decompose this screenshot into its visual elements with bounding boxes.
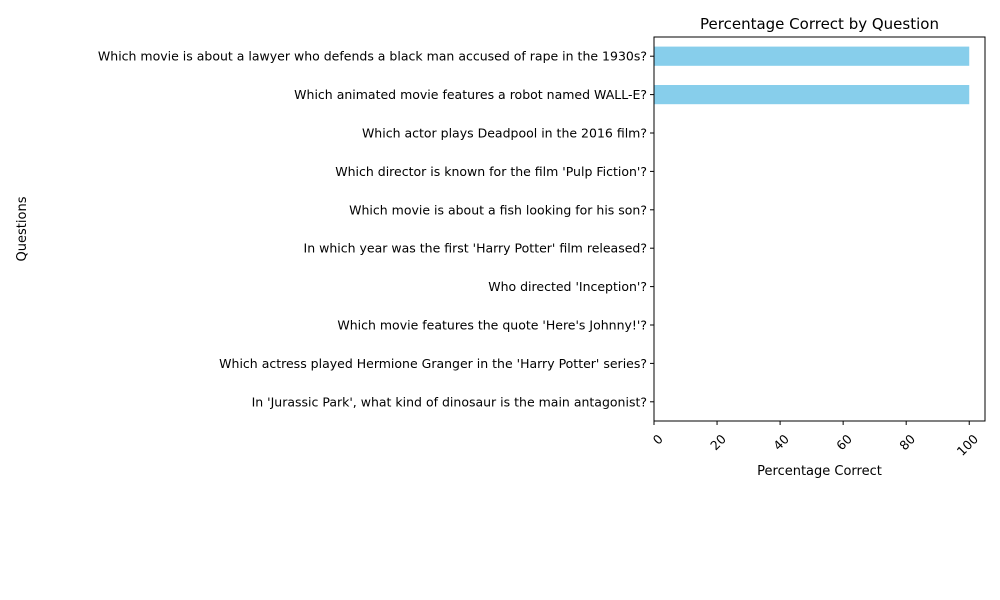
category-label: Which director is known for the film 'Pu… xyxy=(335,164,647,179)
category-label: Which actress played Hermione Granger in… xyxy=(219,356,647,371)
chart-title: Percentage Correct by Question xyxy=(700,15,939,33)
plot-frame xyxy=(653,36,986,422)
y-axis-ticks: Which movie is about a lawyer who defend… xyxy=(98,49,654,409)
x-tick-label: 80 xyxy=(896,431,918,453)
y-axis-label: Questions xyxy=(15,196,30,261)
x-tick-label: 20 xyxy=(707,431,729,453)
category-label: Which actor plays Deadpool in the 2016 f… xyxy=(362,126,647,141)
category-label: Who directed 'Inception'? xyxy=(488,279,647,294)
x-axis-label: Percentage Correct xyxy=(757,464,882,479)
x-tick-label: 40 xyxy=(770,431,792,453)
bar xyxy=(654,85,970,105)
x-tick-label: 0 xyxy=(650,431,666,447)
category-label: Which movie is about a fish looking for … xyxy=(349,202,647,217)
bar xyxy=(654,46,970,66)
axes-spines xyxy=(653,36,986,422)
category-label: Which animated movie features a robot na… xyxy=(294,87,647,102)
category-label: In 'Jurassic Park', what kind of dinosau… xyxy=(252,394,647,409)
x-tick-label: 60 xyxy=(833,431,855,453)
category-label: In which year was the first 'Harry Potte… xyxy=(304,241,647,256)
category-label: Which movie is about a lawyer who defend… xyxy=(98,49,647,64)
x-axis-ticks: 0 20 40 60 80 100 xyxy=(650,421,982,459)
bars-group xyxy=(654,46,970,105)
x-tick-label: 100 xyxy=(954,431,982,459)
category-label: Which movie features the quote 'Here's J… xyxy=(337,318,647,333)
